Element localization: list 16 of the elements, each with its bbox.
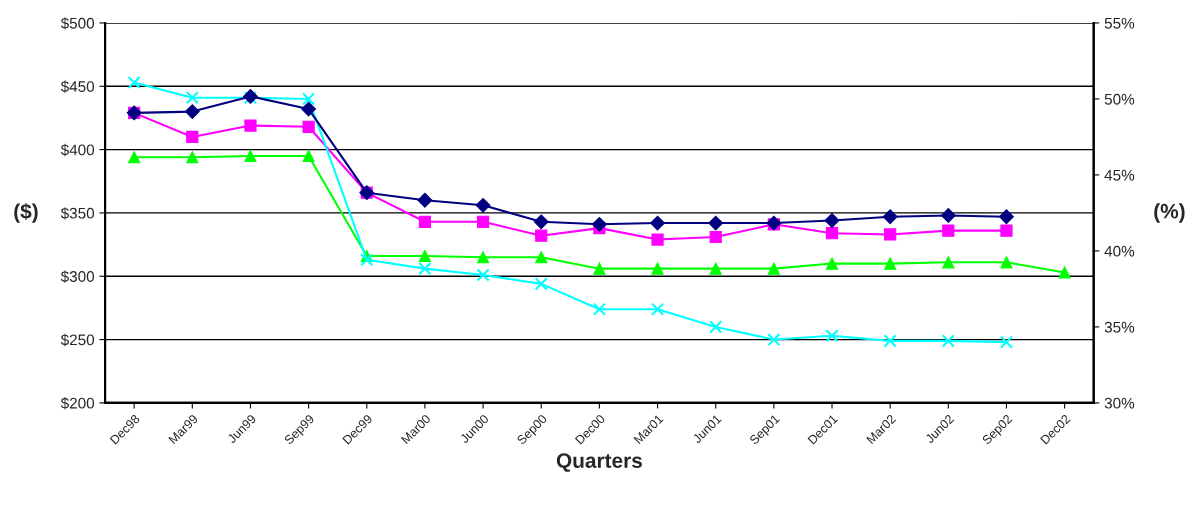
y2-axis-title: (%) — [1154, 203, 1185, 223]
y-tick-label: $500 — [60, 17, 95, 30]
y2-tick-label: 30% — [1104, 397, 1135, 409]
y-tick-label: $400 — [60, 143, 95, 157]
y-tick-label: $450 — [60, 80, 95, 93]
y2-tick-label: 55% — [1104, 17, 1135, 29]
y2-tick-label: 45% — [1104, 169, 1135, 181]
y2-tick-label: 35% — [1104, 321, 1135, 333]
y-tick-label: $200 — [60, 397, 95, 410]
y2-tick-label: 40% — [1104, 245, 1135, 257]
y2-tick-label: 50% — [1104, 93, 1135, 105]
y-tick-label: $300 — [60, 270, 95, 283]
x-axis-title: Quarters — [556, 453, 642, 472]
y-tick-label: $350 — [60, 207, 95, 220]
y-tick-label: $250 — [60, 333, 95, 347]
y-axis-title: ($) — [14, 203, 38, 223]
